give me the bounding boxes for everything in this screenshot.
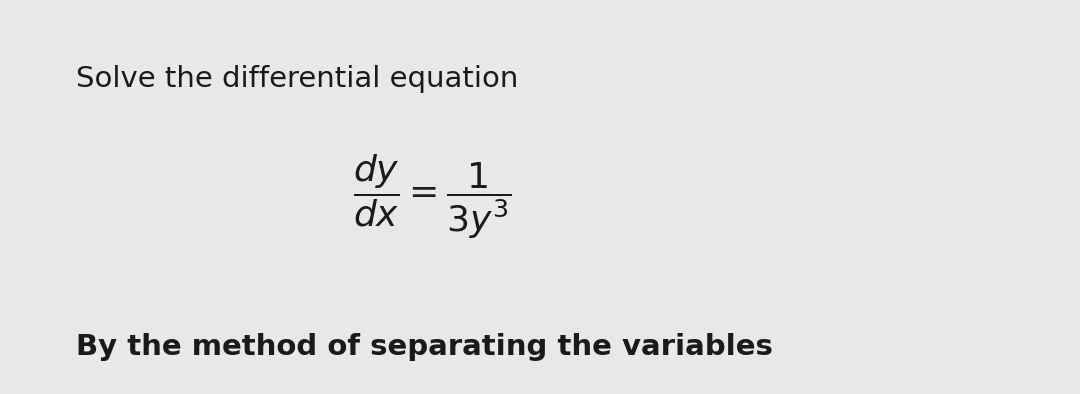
Text: $\dfrac{dy}{dx} = \dfrac{1}{3y^3}$: $\dfrac{dy}{dx} = \dfrac{1}{3y^3}$ — [353, 153, 511, 241]
Text: Solve the differential equation: Solve the differential equation — [76, 65, 518, 93]
Text: By the method of separating the variables: By the method of separating the variable… — [76, 333, 772, 361]
